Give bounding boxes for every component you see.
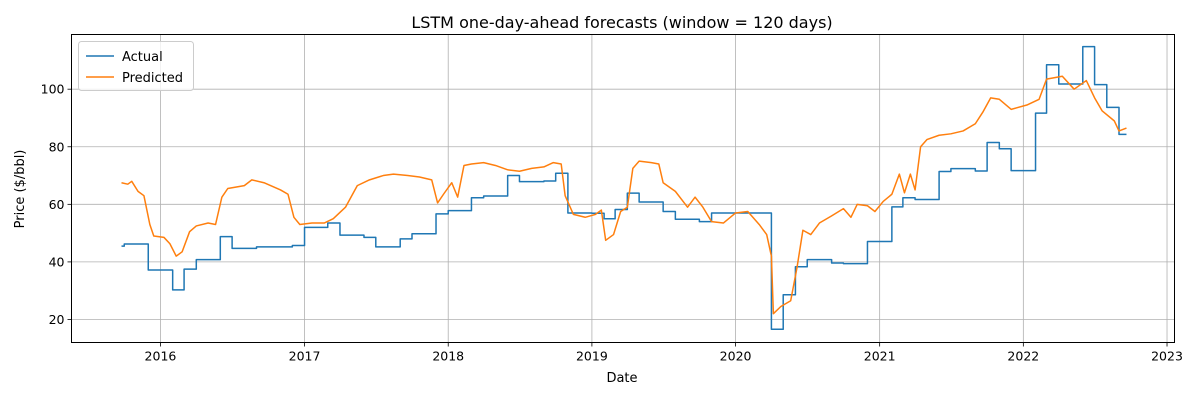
x-axis-label: Date — [606, 371, 637, 386]
y-tick-label: 80 — [49, 139, 65, 154]
series-line-actual — [121, 45, 1127, 331]
y-tick-label: 20 — [49, 312, 65, 327]
legend-predicted-label: Predicted — [122, 71, 183, 86]
y-tick-label: 60 — [49, 197, 65, 212]
legend-actual-label: Actual — [122, 50, 163, 65]
chart-title: LSTM one-day-ahead forecasts (window = 1… — [411, 13, 832, 32]
x-tick-label: 2017 — [289, 349, 321, 364]
y-ticks: 20 40 60 80 100 — [41, 82, 72, 327]
grid — [71, 34, 1175, 343]
x-tick-label: 2018 — [432, 349, 464, 364]
series-lines — [121, 45, 1127, 331]
x-tick-label: 2022 — [1007, 349, 1039, 364]
legend-box — [78, 41, 194, 91]
x-tick-label: 2016 — [145, 349, 177, 364]
plot-frame — [71, 34, 1175, 343]
x-tick-label: 2020 — [720, 349, 752, 364]
x-tick-label: 2023 — [1151, 349, 1183, 364]
x-tick-label: 2021 — [864, 349, 896, 364]
y-tick-label: 40 — [49, 254, 65, 269]
y-axis-label: Price ($/bbl) — [13, 150, 28, 229]
x-ticks: 2016 2017 2018 2019 2020 2021 2022 2023 — [145, 342, 1183, 364]
legend: Actual Predicted — [78, 41, 194, 91]
series-line-predicted — [121, 75, 1127, 315]
x-tick-label: 2019 — [576, 349, 608, 364]
y-tick-label: 100 — [41, 82, 65, 97]
